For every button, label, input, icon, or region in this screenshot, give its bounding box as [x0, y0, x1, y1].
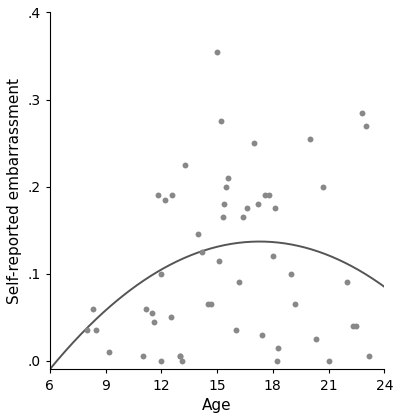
Point [216, 257, 222, 264]
Point [89, 305, 96, 312]
Point [154, 192, 161, 199]
Point [359, 109, 365, 116]
Point [266, 192, 272, 199]
Point [195, 231, 202, 238]
Point [325, 357, 332, 364]
Point [84, 327, 90, 333]
Point [240, 214, 246, 220]
Point [204, 301, 211, 307]
Point [169, 192, 176, 199]
Point [106, 349, 112, 355]
Point [255, 201, 261, 207]
Point [143, 305, 150, 312]
Y-axis label: Self-reported embarrassment: Self-reported embarrassment [7, 78, 22, 304]
Point [270, 253, 276, 260]
Point [208, 301, 215, 307]
Point [140, 353, 146, 360]
Point [320, 183, 326, 190]
Point [307, 135, 313, 142]
Point [353, 323, 360, 329]
Point [244, 205, 250, 212]
Point [177, 353, 183, 360]
Point [258, 331, 265, 338]
Point [182, 161, 189, 168]
Point [225, 175, 231, 181]
Point [199, 249, 205, 255]
Point [177, 353, 183, 360]
Point [236, 279, 242, 286]
Point [272, 205, 278, 212]
Point [162, 196, 168, 203]
Point [292, 301, 298, 307]
Point [221, 201, 228, 207]
Point [218, 118, 224, 125]
Point [158, 357, 164, 364]
Point [167, 314, 174, 320]
Point [232, 327, 239, 333]
Point [273, 357, 280, 364]
Point [151, 318, 157, 325]
Point [262, 192, 268, 199]
Point [214, 48, 220, 55]
Point [93, 327, 100, 333]
Point [350, 323, 356, 329]
Point [362, 122, 369, 129]
Point [312, 336, 319, 342]
Point [288, 270, 294, 277]
Point [220, 214, 226, 220]
Point [223, 183, 230, 190]
Point [275, 344, 282, 351]
Point [344, 279, 350, 286]
Point [149, 310, 155, 316]
Point [251, 140, 258, 147]
Point [178, 357, 185, 364]
Point [366, 353, 373, 360]
X-axis label: Age: Age [202, 398, 232, 413]
Point [158, 270, 164, 277]
